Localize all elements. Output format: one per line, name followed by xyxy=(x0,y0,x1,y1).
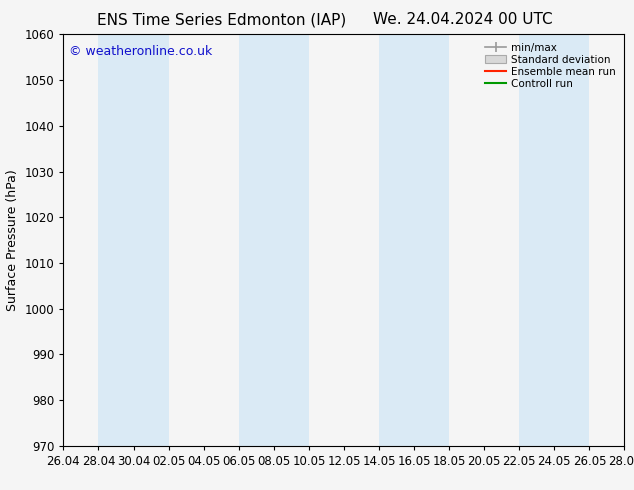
Text: We. 24.04.2024 00 UTC: We. 24.04.2024 00 UTC xyxy=(373,12,553,27)
Bar xyxy=(239,34,274,446)
Legend: min/max, Standard deviation, Ensemble mean run, Controll run: min/max, Standard deviation, Ensemble me… xyxy=(482,40,619,92)
Text: © weatheronline.co.uk: © weatheronline.co.uk xyxy=(69,45,212,58)
Bar xyxy=(519,34,554,446)
Text: ENS Time Series Edmonton (IAP): ENS Time Series Edmonton (IAP) xyxy=(97,12,347,27)
Bar xyxy=(98,34,134,446)
Bar xyxy=(414,34,449,446)
Bar xyxy=(134,34,169,446)
Y-axis label: Surface Pressure (hPa): Surface Pressure (hPa) xyxy=(6,169,19,311)
Bar xyxy=(379,34,414,446)
Bar xyxy=(554,34,590,446)
Bar xyxy=(274,34,309,446)
